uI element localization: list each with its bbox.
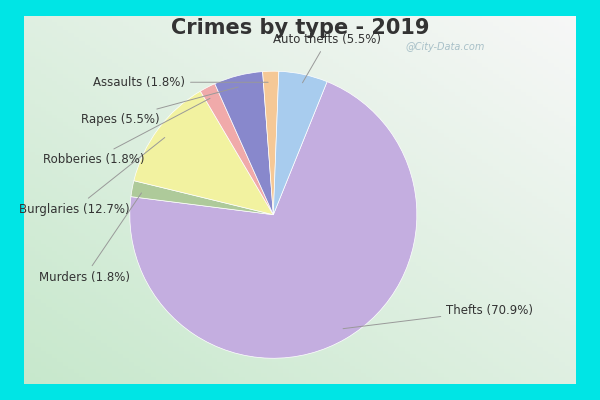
Text: @City-Data.com: @City-Data.com [406, 42, 485, 52]
Wedge shape [131, 181, 274, 215]
Text: Murders (1.8%): Murders (1.8%) [39, 193, 142, 284]
Wedge shape [130, 82, 417, 358]
Text: Auto thefts (5.5%): Auto thefts (5.5%) [274, 34, 382, 83]
Text: Robberies (1.8%): Robberies (1.8%) [43, 98, 210, 166]
Wedge shape [134, 91, 274, 215]
Text: Burglaries (12.7%): Burglaries (12.7%) [19, 138, 165, 216]
Text: Rapes (5.5%): Rapes (5.5%) [80, 87, 238, 126]
Text: Assaults (1.8%): Assaults (1.8%) [93, 76, 268, 89]
Wedge shape [200, 84, 274, 215]
Wedge shape [263, 71, 279, 215]
Wedge shape [215, 72, 274, 215]
Text: Crimes by type - 2019: Crimes by type - 2019 [171, 18, 429, 38]
Wedge shape [274, 71, 327, 215]
Text: Thefts (70.9%): Thefts (70.9%) [343, 304, 533, 329]
